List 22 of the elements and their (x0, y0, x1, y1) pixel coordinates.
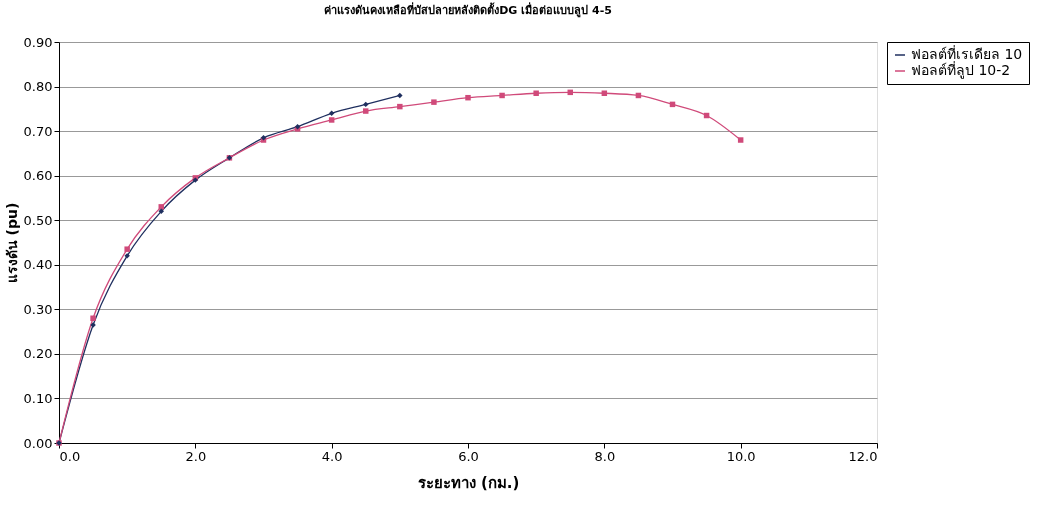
y-tick-label: 0.80 (23, 79, 53, 95)
y-tick-label: 0.40 (23, 257, 53, 273)
chart-title: ค่าแรงดันคงเหลือที่บัสปลายหลังติดตั้งDG เมื่อต่อแบบลูป 4-5 (324, 2, 612, 18)
y-tick-label: 0.10 (23, 390, 53, 406)
y-tick-label: 0.30 (23, 301, 53, 317)
legend-label: ฟอลต์ที่เรเดียล 10 (911, 45, 1023, 62)
legend-label: ฟอลต์ที่ลูป 10-2 (911, 61, 1011, 79)
x-tick-label: 2.0 (185, 448, 207, 464)
y-tick-label: 0.50 (23, 212, 53, 228)
x-tick-label: 6.0 (458, 448, 479, 464)
y-tick-label: 0.20 (23, 346, 53, 362)
y-tick-label: 0.60 (23, 168, 53, 184)
x-tick-label: 10.0 (726, 448, 756, 464)
x-tick-label: 4.0 (321, 448, 343, 464)
y-axis-title: แรงดัน (pu) (3, 202, 20, 284)
x-tick-label: 0.0 (59, 448, 81, 464)
y-tick-label: 0.90 (23, 34, 53, 50)
y-tick-label: 0.70 (23, 123, 53, 139)
x-tick-label: 8.0 (594, 448, 616, 464)
x-axis-title: ระยะทาง (กม.) (417, 473, 520, 492)
x-tick-label: 12.0 (848, 448, 878, 464)
y-tick-label: 0.00 (23, 435, 53, 451)
